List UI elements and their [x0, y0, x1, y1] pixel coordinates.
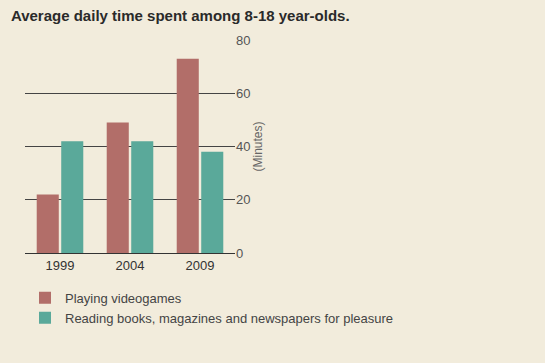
svg-text:60: 60 [236, 86, 250, 101]
svg-text:20: 20 [236, 192, 250, 207]
svg-text:2009: 2009 [186, 258, 215, 273]
svg-text:0: 0 [236, 246, 243, 261]
svg-text:Average daily time spent among: Average daily time spent among 8-18 year… [11, 7, 350, 24]
svg-text:40: 40 [236, 139, 250, 154]
svg-text:Playing videogames: Playing videogames [65, 291, 182, 306]
svg-text:(Minutes): (Minutes) [251, 121, 265, 171]
svg-text:80: 80 [236, 33, 250, 48]
svg-text:1999: 1999 [46, 258, 75, 273]
svg-text:2004: 2004 [116, 258, 145, 273]
svg-text:Reading books, magazines and n: Reading books, magazines and newspapers … [65, 311, 393, 326]
